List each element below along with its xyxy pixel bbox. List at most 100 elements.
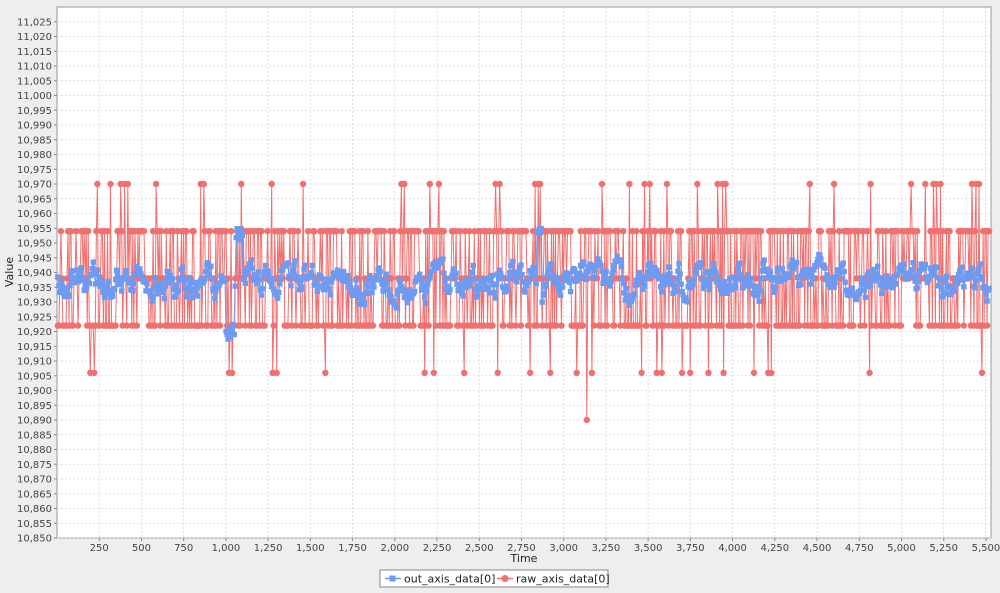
out-data-point: [814, 260, 820, 266]
out-data-point: [194, 285, 200, 291]
out-data-point: [170, 286, 177, 293]
raw-data-point: [74, 322, 82, 329]
raw-data-point: [264, 228, 271, 235]
out-data-point: [557, 292, 564, 298]
out-data-point: [972, 285, 978, 291]
out-data-point: [706, 286, 713, 293]
raw-data-point: [663, 180, 671, 188]
out-data-point: [77, 269, 83, 275]
out-data-point: [229, 327, 235, 334]
out-data-point: [808, 281, 814, 287]
out-data-point: [614, 253, 620, 259]
raw-data-point: [829, 228, 837, 235]
out-data-point: [700, 285, 707, 292]
out-data-point: [633, 277, 640, 283]
out-data-point: [758, 275, 764, 282]
out-data-point: [231, 331, 237, 338]
out-data-point: [772, 285, 778, 291]
raw-data-point: [850, 322, 857, 329]
out-data-point: [777, 278, 784, 284]
x-tick-label: 3,500: [634, 543, 663, 554]
out-data-point: [269, 283, 275, 290]
out-data-point: [827, 284, 833, 291]
raw-data-point: [200, 180, 207, 188]
y-tick-label: 10,945: [17, 253, 52, 264]
out-data-point: [403, 295, 410, 302]
out-data-point: [851, 291, 858, 297]
raw-data-point: [93, 228, 100, 235]
out-data-point: [326, 286, 333, 292]
out-data-point: [859, 275, 866, 282]
out-data-point: [984, 298, 990, 304]
raw-data-point: [907, 180, 915, 188]
out-data-point: [917, 267, 923, 273]
out-data-point: [704, 269, 711, 275]
raw-data-point: [151, 322, 159, 329]
out-data-point: [147, 290, 153, 296]
out-data-point: [619, 276, 625, 282]
out-data-point: [119, 288, 125, 294]
out-data-point: [885, 283, 891, 290]
out-data-point: [752, 293, 758, 299]
out-data-point: [774, 268, 780, 274]
out-data-point: [692, 267, 698, 273]
out-data-point: [591, 274, 597, 280]
out-data-point: [357, 301, 363, 307]
out-data-point: [815, 256, 821, 262]
out-data-point: [626, 302, 633, 308]
out-data-point: [506, 275, 512, 281]
out-data-point: [99, 279, 106, 285]
x-tick-label: 2,750: [507, 543, 536, 554]
raw-data-point: [91, 369, 98, 376]
out-data-point: [277, 281, 283, 287]
out-data-point: [217, 280, 223, 286]
out-data-point: [869, 270, 876, 277]
out-data-point: [495, 271, 501, 277]
out-data-point: [181, 279, 188, 285]
out-data-point: [124, 269, 130, 275]
raw-data-point: [705, 369, 712, 376]
out-data-point: [737, 260, 743, 266]
y-tick-label: 11,000: [17, 91, 52, 102]
out-data-point: [550, 277, 557, 283]
raw-data-point: [466, 228, 473, 235]
out-data-point: [592, 267, 598, 274]
out-data-point: [315, 282, 321, 289]
raw-data-point: [638, 369, 645, 376]
raw-data-point: [280, 228, 287, 235]
raw-data-point: [615, 228, 622, 235]
out-data-point: [705, 281, 712, 288]
out-data-point: [831, 284, 837, 290]
out-data-point: [666, 264, 672, 270]
out-data-point: [197, 283, 203, 289]
raw-data-point: [333, 228, 340, 235]
out-data-point: [806, 266, 812, 272]
raw-data-point: [611, 322, 618, 329]
out-data-point: [833, 274, 839, 280]
raw-data-point: [388, 275, 395, 282]
out-data-point: [235, 234, 241, 240]
out-data-point: [111, 287, 118, 293]
out-data-point: [474, 291, 481, 297]
raw-data-point: [381, 228, 388, 235]
out-data-point: [907, 274, 913, 280]
out-data-point: [206, 271, 212, 278]
out-data-point: [242, 280, 248, 286]
y-tick-label: 10,880: [17, 445, 52, 456]
out-data-point: [183, 294, 190, 300]
out-data-point: [186, 274, 193, 281]
out-data-point: [663, 276, 669, 282]
raw-data-point: [329, 322, 336, 329]
x-tick-label: 3,750: [676, 543, 705, 554]
out-data-point: [195, 293, 201, 299]
out-data-point: [874, 271, 880, 277]
y-tick-label: 10,890: [17, 416, 52, 427]
out-data-point: [275, 295, 281, 301]
out-data-point: [618, 263, 624, 270]
y-tick-label: 10,975: [17, 165, 52, 176]
out-data-point: [325, 277, 332, 283]
out-data-point: [498, 271, 504, 277]
out-data-point: [942, 280, 949, 286]
out-data-point: [943, 273, 950, 280]
